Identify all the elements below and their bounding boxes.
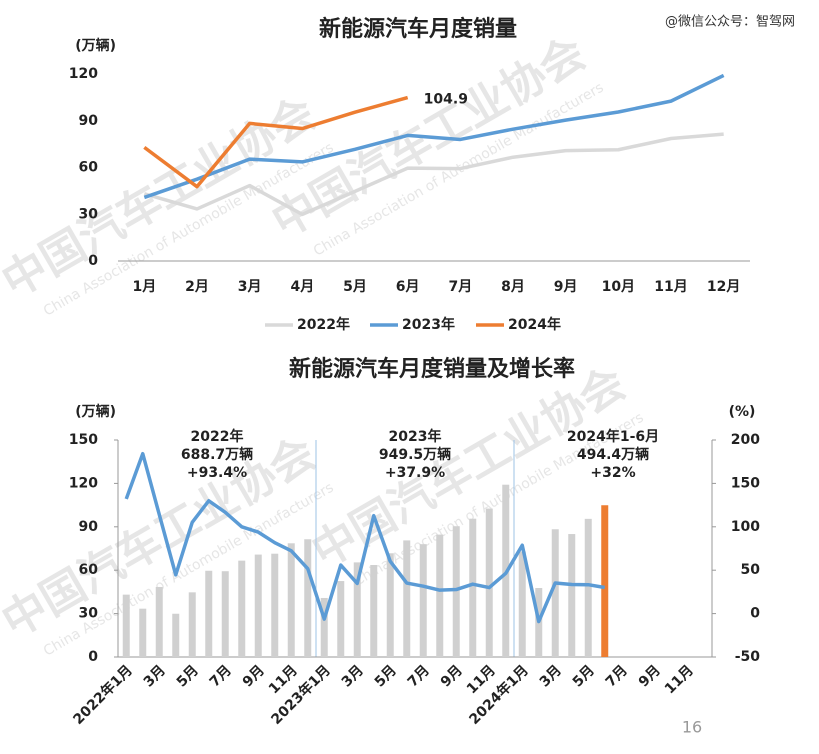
x-tick-label: 9月 [438,662,466,690]
x-tick-label: 4月 [290,279,314,295]
bar [353,562,361,657]
bar [518,551,526,657]
y2-axis-label: (%) [729,404,756,420]
bar [221,571,229,657]
bar [320,597,328,657]
y-tick-label: 30 [79,606,99,622]
watermark: 中国汽车工业协会 [304,358,634,578]
x-tick-label: 2022年1月 [70,662,136,728]
bar [452,526,460,657]
line [143,95,409,189]
bar [172,613,180,657]
y-tick-label: 150 [69,432,98,448]
x-tick-label: 3月 [238,279,262,295]
bar [155,586,163,657]
x-tick-label: 3月 [537,662,565,690]
annotation: 2023年 [389,428,442,445]
x-tick-label: 9月 [240,662,268,690]
x-tick-label: 5月 [570,662,598,690]
annotation: 2024年1-6月 [567,428,659,445]
chart-title: 新能源汽车月度销量及增长率 [289,356,575,382]
annotation: 2022年 [191,428,244,445]
x-tick-label: 5月 [174,662,202,690]
annotation: +93.4% [187,465,247,481]
annotation: 949.5万辆 [379,446,451,463]
legend-label: 2022年 [297,316,350,333]
y-axis-label: (万辆) [75,37,116,54]
bar [601,505,609,657]
annotation: +32% [590,465,635,481]
x-tick-label: 3月 [339,662,367,690]
annotation: 688.7万辆 [181,446,253,463]
x-tick-label: 11月 [654,279,687,295]
y-tick-label: 60 [79,562,99,578]
y-tick-label: 0 [88,253,98,269]
y2-tick-label: 100 [731,519,760,535]
bar [584,518,592,657]
bar [568,534,576,657]
bar [370,564,378,657]
x-tick-label: 9月 [554,279,578,295]
data-label: 104.9 [424,92,468,108]
bar [386,553,394,657]
y2-tick-label: 200 [731,432,760,448]
chart-title: 新能源汽车月度销量 [319,16,517,42]
y-tick-label: 120 [69,66,98,82]
y-axis-label: (万辆) [75,403,116,420]
y2-tick-label: 0 [750,606,760,622]
page-number: 16 [682,718,702,737]
x-tick-label: 11月 [662,662,697,697]
bar [551,529,559,657]
bar [205,570,213,657]
x-tick-label: 6月 [396,279,420,295]
line [143,132,724,217]
x-tick-label: 7月 [448,279,472,295]
x-tick-label: 1月 [132,279,156,295]
y-tick-label: 60 [79,160,99,176]
y2-tick-label: 50 [741,562,761,578]
x-tick-label: 2月 [185,279,209,295]
bar [188,592,196,657]
bar [485,508,493,657]
y2-tick-label: -50 [735,649,761,665]
bar [271,553,279,657]
y-tick-label: 120 [69,475,98,491]
x-tick-label: 8月 [501,279,525,295]
bar [238,560,246,657]
legend-label: 2024年 [508,316,561,333]
bar [403,540,411,657]
bar [469,518,477,657]
x-tick-label: 7月 [603,662,631,690]
x-tick-label: 5月 [372,662,400,690]
x-tick-label: 12月 [707,279,740,295]
x-tick-label: 3月 [141,662,169,690]
annotation: 494.4万辆 [577,446,649,463]
bar [337,581,345,657]
bar [419,544,427,657]
bar [122,594,130,657]
y2-tick-label: 150 [731,475,760,491]
bar [436,534,444,657]
annotation: +37.9% [385,465,445,481]
source: @微信公众号：智驾网 [665,15,795,30]
bar [254,554,262,657]
line [143,73,725,200]
x-tick-label: 7月 [405,662,433,690]
y-tick-label: 30 [79,206,99,222]
y-tick-label: 90 [79,519,99,535]
bar [287,543,295,657]
bar [304,539,312,657]
y-tick-label: 90 [79,113,99,129]
x-tick-label: 10月 [602,279,635,295]
x-tick-label: 7月 [207,662,235,690]
y-tick-label: 0 [88,649,98,665]
legend-label: 2023年 [402,316,455,333]
x-tick-label: 5月 [343,279,367,295]
line [124,451,606,624]
x-tick-label: 9月 [636,662,664,690]
bar [139,608,147,657]
